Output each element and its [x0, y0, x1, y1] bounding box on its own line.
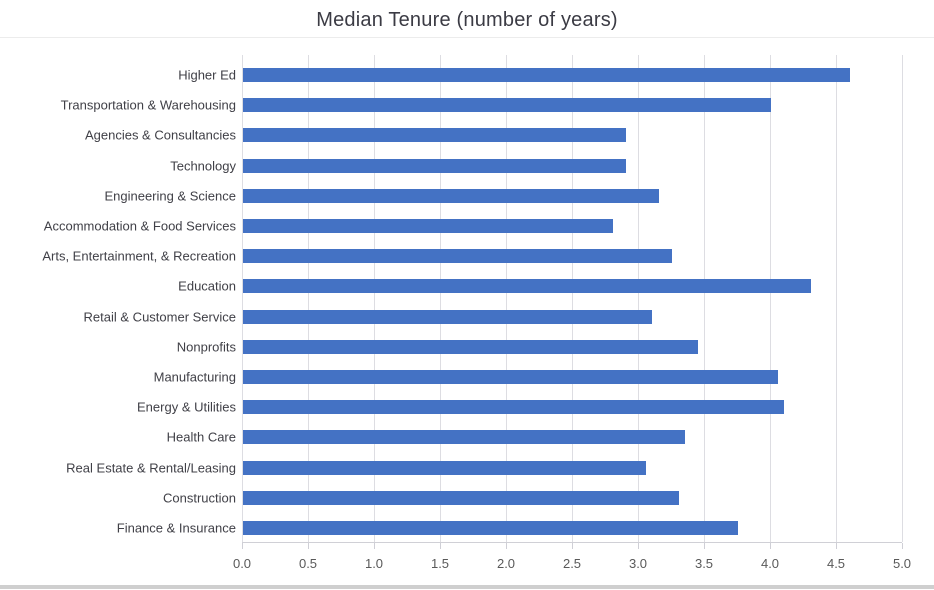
category-label: Agencies & Consultancies — [84, 127, 236, 143]
gridline — [374, 55, 375, 542]
category-label: Engineering & Science — [104, 188, 236, 204]
x-axis-tick-label: 1.0 — [364, 556, 384, 571]
category-label: Accommodation & Food Services — [43, 218, 236, 234]
category-label: Higher Ed — [178, 67, 236, 83]
bar — [243, 128, 626, 143]
axis-tick — [440, 543, 441, 549]
category-label: Arts, Entertainment, & Recreation — [42, 248, 236, 264]
bar — [243, 249, 672, 264]
category-label: Retail & Customer Service — [83, 309, 236, 325]
gridline — [440, 55, 441, 542]
x-axis-tick-label: 0.0 — [232, 556, 252, 571]
x-axis-tick-label: 2.0 — [496, 556, 516, 571]
axis-tick — [902, 543, 903, 549]
bar — [243, 68, 851, 83]
x-axis-line — [242, 542, 902, 543]
bar — [243, 188, 659, 203]
bar — [243, 460, 646, 475]
x-axis-tick-label: 2.5 — [562, 556, 582, 571]
gridline — [572, 55, 573, 542]
bar — [243, 219, 613, 234]
x-axis-tick-label: 1.5 — [430, 556, 450, 571]
category-label: Finance & Insurance — [116, 520, 236, 536]
chart-title: Median Tenure (number of years) — [316, 9, 618, 31]
bar — [243, 339, 699, 354]
gridline — [506, 55, 507, 542]
axis-tick — [572, 543, 573, 549]
bar — [243, 98, 771, 113]
x-axis-tick-label: 4.0 — [760, 556, 780, 571]
x-axis-tick-label: 4.5 — [826, 556, 846, 571]
gridline — [836, 55, 837, 542]
bar — [243, 400, 785, 415]
bar — [243, 490, 679, 505]
category-label: Transportation & Warehousing — [60, 97, 236, 113]
category-label: Construction — [163, 490, 236, 506]
top-divider — [0, 37, 934, 38]
plot-area — [242, 55, 903, 549]
window-bottom-edge — [0, 585, 934, 589]
category-label: Manufacturing — [153, 369, 236, 385]
bar — [243, 369, 778, 384]
axis-tick — [638, 543, 639, 549]
axis-tick — [506, 543, 507, 549]
axis-tick — [836, 543, 837, 549]
gridline — [308, 55, 309, 542]
axis-tick — [242, 543, 243, 549]
gridline — [704, 55, 705, 542]
gridline — [770, 55, 771, 542]
x-axis-tick-label: 5.0 — [892, 556, 912, 571]
axis-tick — [308, 543, 309, 549]
bar — [243, 430, 686, 445]
bar — [243, 309, 653, 324]
gridline — [242, 55, 243, 542]
bar — [243, 158, 626, 173]
category-label: Real Estate & Rental/Leasing — [66, 460, 236, 476]
axis-tick — [770, 543, 771, 549]
category-label: Education — [178, 278, 236, 294]
x-axis-tick-label: 3.0 — [628, 556, 648, 571]
bar — [243, 279, 811, 294]
category-label: Health Care — [166, 429, 236, 445]
axis-tick — [704, 543, 705, 549]
axis-tick — [374, 543, 375, 549]
category-label: Technology — [170, 158, 236, 174]
category-label: Energy & Utilities — [137, 399, 236, 415]
gridline — [638, 55, 639, 542]
category-label: Nonprofits — [176, 339, 236, 355]
x-axis-tick-label: 0.5 — [298, 556, 318, 571]
bar — [243, 520, 738, 535]
x-axis-tick-label: 3.5 — [694, 556, 714, 571]
gridline — [902, 55, 903, 542]
